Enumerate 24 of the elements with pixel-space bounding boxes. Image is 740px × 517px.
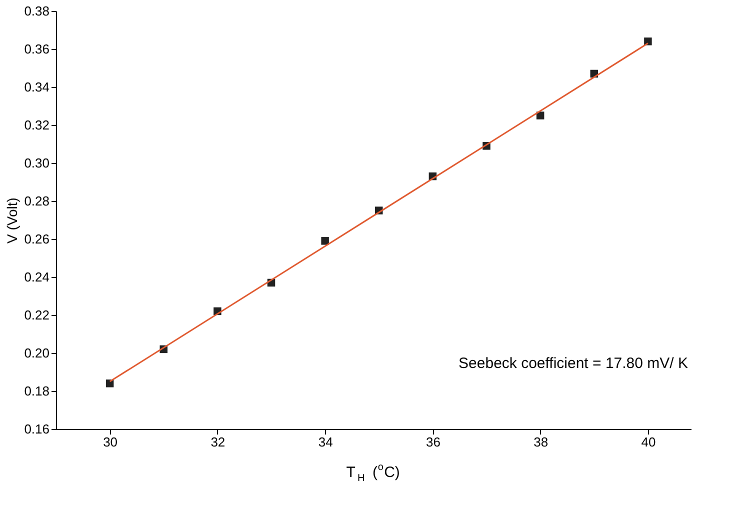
x-tick-label: 30 (103, 434, 118, 450)
x-tick-label: 32 (210, 434, 226, 450)
y-tick-label: 0.24 (24, 270, 50, 284)
x-tick-label: 36 (426, 434, 440, 450)
y-tick-label: 0.20 (24, 346, 50, 360)
point (106, 380, 114, 388)
y-tick-label: 0.22 (24, 308, 50, 322)
y-tick-label: 0.26 (24, 232, 50, 246)
y-tick-label: 0.28 (24, 194, 50, 208)
y-tick-label: 0.18 (24, 384, 50, 398)
y-tick-label: 0.34 (24, 80, 50, 94)
annotation: Seebeck coefficient = 17.80 mV/ K (458, 355, 688, 372)
y-tick-label: 0.38 (24, 4, 50, 18)
y-axis-title: V (Volt) (4, 198, 20, 244)
x-tick-label: 34 (318, 434, 333, 450)
y-tick-label: 0.30 (24, 156, 50, 170)
point (644, 38, 652, 46)
y-tick-label: 0.36 (24, 42, 50, 56)
x-tick-label: 40 (641, 434, 656, 450)
x-tick-label: 38 (534, 434, 548, 450)
point (536, 112, 544, 120)
y-tick-label: 0.16 (24, 422, 50, 436)
y-tick-label: 0.32 (24, 118, 50, 132)
point (321, 237, 329, 245)
